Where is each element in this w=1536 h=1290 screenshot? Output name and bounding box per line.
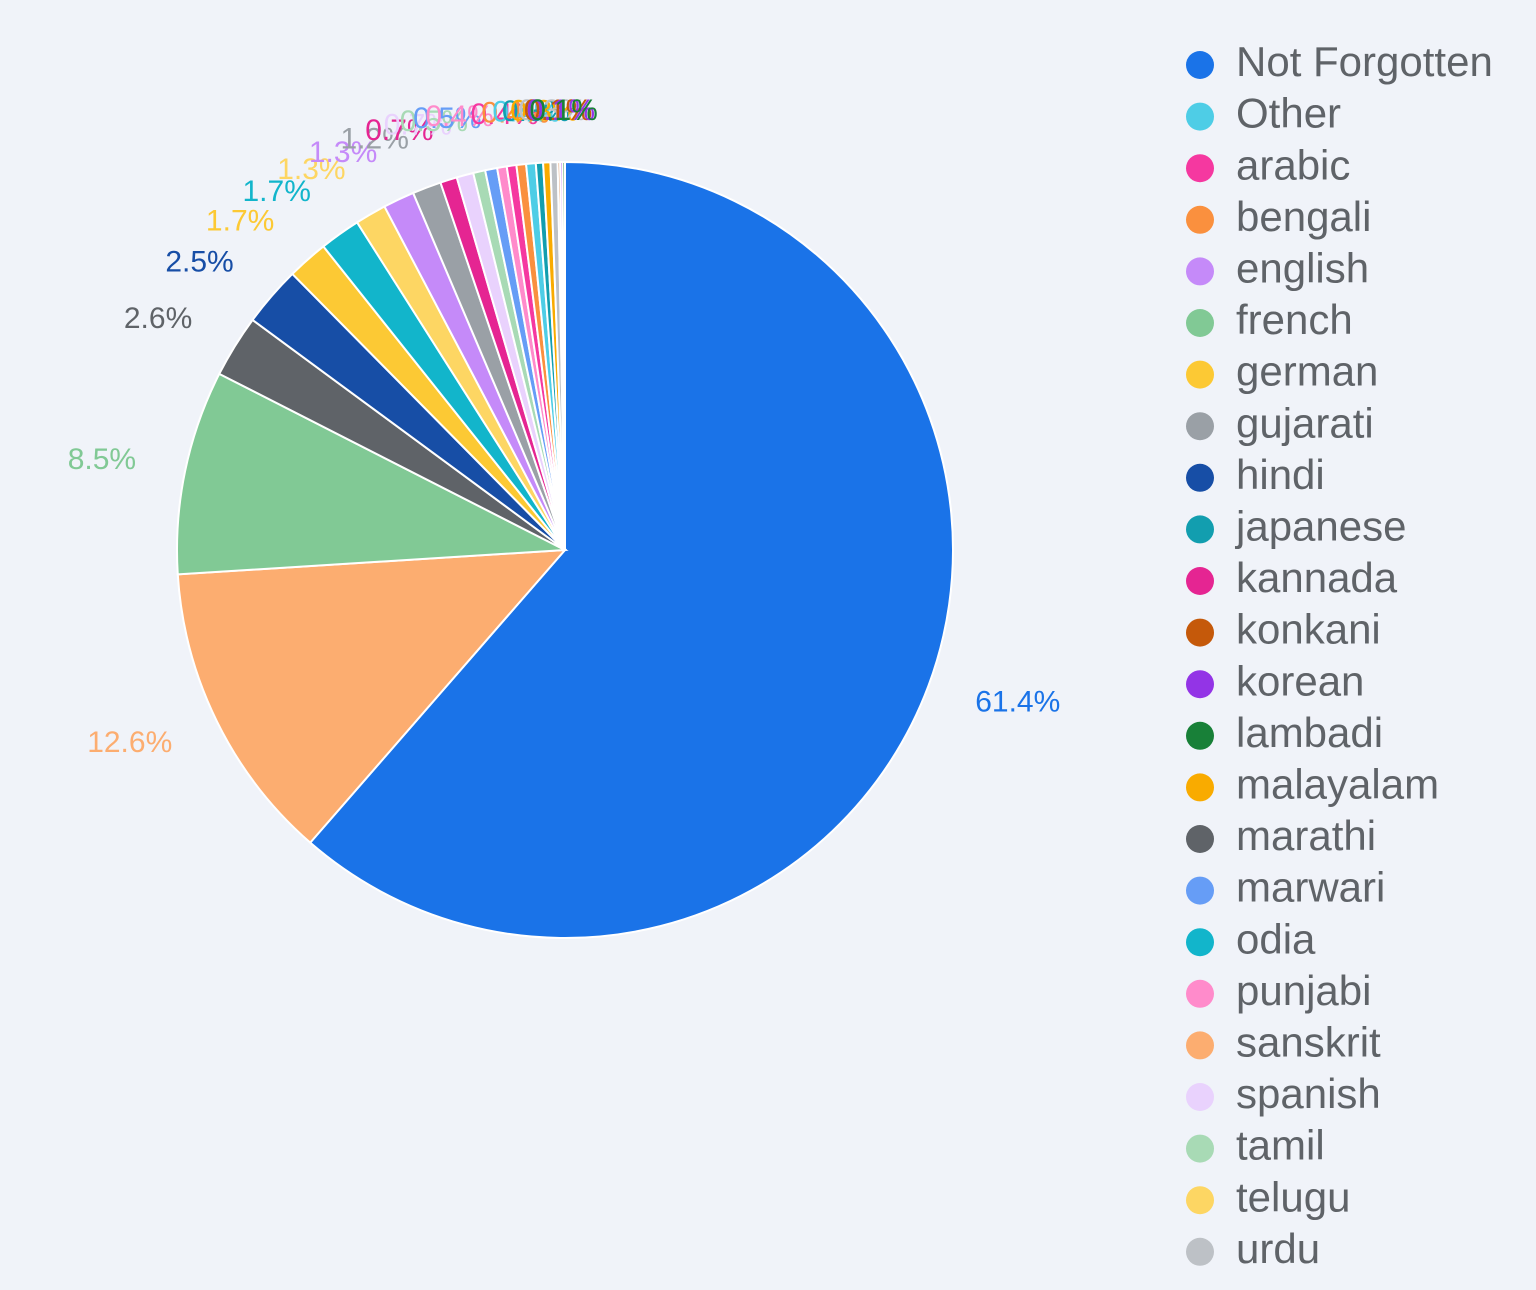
data-label: 0.4% bbox=[425, 100, 493, 133]
legend-label: hindi bbox=[1236, 451, 1325, 498]
legend-label: telugu bbox=[1236, 1173, 1350, 1220]
legend-label: arabic bbox=[1236, 141, 1350, 188]
legend-label: konkani bbox=[1236, 606, 1381, 653]
pie-slice bbox=[176, 372, 569, 576]
legend-marker bbox=[1186, 979, 1214, 1008]
legend-marker bbox=[1186, 1083, 1214, 1111]
legend-marker bbox=[1186, 773, 1214, 802]
legend-label: bengali bbox=[1236, 193, 1371, 240]
legend-label: Other bbox=[1236, 90, 1341, 137]
legend-label: sanskrit bbox=[1236, 1018, 1381, 1065]
data-label: 0.1% bbox=[529, 94, 597, 127]
legend-label: gujarati bbox=[1236, 399, 1374, 446]
legend-marker bbox=[1186, 876, 1214, 905]
legend-marker bbox=[1186, 721, 1214, 750]
legend-label: marwari bbox=[1236, 864, 1385, 911]
data-label: 12.6% bbox=[87, 726, 172, 759]
legend-marker bbox=[1186, 102, 1214, 131]
legend-marker bbox=[1186, 412, 1214, 441]
legend-label: marathi bbox=[1236, 812, 1376, 859]
pie-slice bbox=[176, 548, 568, 845]
legend-marker bbox=[1186, 154, 1214, 183]
legend-label: japanese bbox=[1234, 502, 1406, 549]
legend-label: english bbox=[1236, 244, 1369, 291]
data-label: 1.3% bbox=[309, 136, 377, 169]
legend-label: odia bbox=[1236, 915, 1316, 962]
pie-slice bbox=[561, 160, 566, 551]
data-label: 61.4% bbox=[975, 685, 1060, 718]
data-label: 1.3% bbox=[277, 153, 345, 186]
legend-marker bbox=[1186, 1237, 1214, 1266]
data-label: 0.5% bbox=[400, 105, 468, 138]
legend-marker bbox=[1186, 257, 1214, 286]
legend-label: french bbox=[1236, 296, 1353, 343]
data-label: 1.2% bbox=[341, 123, 409, 156]
legend-marker bbox=[1186, 928, 1214, 957]
data-label: 0.1% bbox=[524, 94, 592, 127]
legend-label: german bbox=[1236, 348, 1378, 395]
legend-marker bbox=[1186, 51, 1214, 79]
legend-marker bbox=[1186, 825, 1214, 853]
data-label: 0.1% bbox=[527, 94, 595, 127]
data-label: 0.3% bbox=[510, 94, 578, 127]
data-label: 2.5% bbox=[165, 245, 233, 278]
legend-marker bbox=[1186, 567, 1214, 595]
data-label: 1.7% bbox=[243, 175, 311, 208]
legend-marker bbox=[1186, 515, 1214, 544]
legend-marker bbox=[1186, 1134, 1214, 1163]
data-label: 0.4% bbox=[492, 96, 560, 129]
legend-marker bbox=[1186, 618, 1214, 647]
data-label: 0.7% bbox=[384, 109, 452, 142]
legend-label: kannada bbox=[1236, 554, 1398, 601]
legend-label: korean bbox=[1236, 657, 1364, 704]
legend-label: urdu bbox=[1236, 1225, 1320, 1272]
legend-label: Not Forgotten bbox=[1236, 38, 1493, 85]
legend-marker bbox=[1186, 1186, 1214, 1215]
pie-slice bbox=[308, 160, 954, 939]
legend-label: malayalam bbox=[1236, 760, 1439, 807]
legend-label: tamil bbox=[1236, 1122, 1325, 1169]
data-label: 0.5% bbox=[413, 102, 481, 135]
legend-marker bbox=[1186, 205, 1214, 234]
data-label: 0.4% bbox=[481, 97, 549, 130]
data-label: 2.6% bbox=[124, 302, 192, 335]
legend-label: spanish bbox=[1236, 1070, 1381, 1117]
data-label: 0.3% bbox=[502, 95, 570, 128]
legend-marker bbox=[1186, 309, 1214, 337]
data-label: 0.4% bbox=[470, 98, 538, 131]
legend-label: lambadi bbox=[1236, 709, 1383, 756]
data-label: 1.7% bbox=[206, 204, 274, 237]
data-label: 0.3% bbox=[518, 94, 586, 127]
legend-marker bbox=[1186, 360, 1214, 389]
data-label: 8.5% bbox=[68, 443, 136, 476]
legend-marker bbox=[1186, 1031, 1214, 1060]
legend-marker bbox=[1186, 670, 1214, 699]
data-label: 0.7% bbox=[365, 114, 433, 147]
legend-label: punjabi bbox=[1236, 967, 1371, 1014]
legend-marker bbox=[1186, 463, 1214, 492]
